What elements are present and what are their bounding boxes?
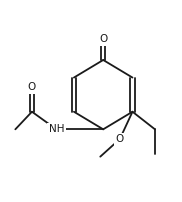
Text: O: O <box>28 82 36 92</box>
Text: O: O <box>99 35 107 44</box>
Text: O: O <box>116 134 124 144</box>
Text: NH: NH <box>49 124 64 134</box>
